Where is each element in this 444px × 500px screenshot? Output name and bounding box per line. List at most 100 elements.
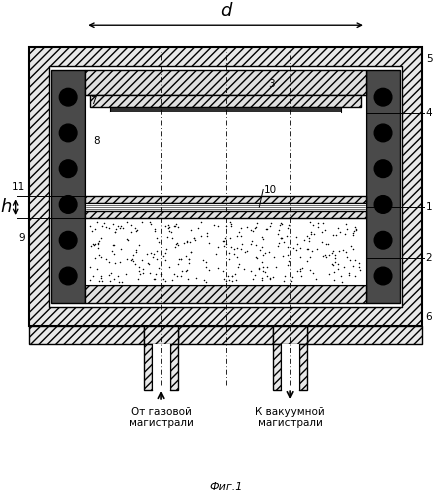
Point — [226, 234, 234, 242]
Point — [243, 247, 250, 255]
Point — [111, 241, 118, 249]
Point — [351, 223, 358, 231]
Point — [89, 272, 96, 280]
Bar — [29, 326, 144, 344]
Point — [135, 274, 142, 282]
Point — [129, 256, 136, 264]
Point — [213, 250, 220, 258]
Text: 1: 1 — [426, 202, 432, 212]
Point — [153, 270, 160, 278]
Point — [244, 224, 251, 232]
Point — [346, 270, 353, 278]
Point — [166, 228, 173, 235]
Point — [203, 229, 210, 237]
Point — [297, 272, 305, 280]
Point — [288, 274, 295, 281]
Bar — [274, 326, 307, 344]
Point — [163, 234, 170, 241]
Point — [226, 276, 233, 284]
Point — [96, 278, 103, 285]
Text: 9: 9 — [19, 232, 25, 242]
Point — [139, 266, 147, 274]
Point — [331, 254, 338, 262]
Point — [95, 238, 102, 246]
Point — [116, 278, 123, 286]
Point — [252, 224, 259, 232]
Point — [136, 266, 143, 274]
Point — [191, 236, 198, 244]
Point — [266, 275, 273, 283]
Point — [181, 239, 188, 247]
Point — [144, 258, 151, 266]
Point — [215, 243, 222, 251]
Point — [237, 232, 244, 240]
Point — [178, 256, 185, 264]
Point — [128, 228, 135, 236]
Point — [357, 266, 364, 274]
Point — [312, 275, 319, 283]
Point — [336, 246, 343, 254]
Point — [297, 244, 304, 252]
Point — [254, 254, 261, 262]
Point — [232, 270, 239, 278]
Circle shape — [374, 160, 392, 178]
Point — [139, 256, 146, 264]
Point — [253, 223, 260, 231]
Point — [342, 220, 349, 228]
Point — [323, 240, 330, 248]
Point — [91, 225, 99, 233]
Point — [340, 246, 347, 254]
Point — [356, 263, 363, 271]
Point — [334, 264, 341, 272]
Point — [349, 245, 356, 253]
Point — [193, 274, 200, 281]
Text: 10: 10 — [264, 184, 278, 194]
Text: h: h — [0, 198, 12, 216]
Point — [273, 263, 280, 271]
Point — [105, 272, 112, 280]
Circle shape — [59, 196, 77, 214]
Point — [147, 220, 155, 228]
Point — [287, 277, 294, 285]
Point — [343, 248, 350, 256]
Point — [338, 272, 345, 280]
Point — [171, 243, 178, 251]
Point — [236, 228, 243, 235]
Point — [349, 232, 356, 239]
Bar — [49, 66, 402, 307]
Point — [165, 221, 172, 229]
Point — [339, 278, 346, 286]
Point — [124, 236, 131, 244]
Circle shape — [374, 232, 392, 249]
Circle shape — [374, 88, 392, 106]
Point — [224, 272, 231, 280]
Point — [226, 218, 233, 226]
Point — [225, 249, 232, 257]
Point — [249, 227, 256, 235]
Circle shape — [59, 88, 77, 106]
Point — [133, 246, 140, 254]
Point — [147, 250, 155, 258]
Point — [135, 240, 142, 248]
Circle shape — [374, 196, 392, 214]
Point — [283, 232, 290, 239]
Point — [299, 264, 306, 272]
Point — [303, 256, 310, 264]
Point — [168, 234, 175, 242]
Point — [165, 222, 172, 230]
Point — [86, 222, 93, 230]
Point — [97, 252, 104, 260]
Point — [307, 230, 314, 237]
Point — [267, 274, 274, 282]
Point — [285, 222, 292, 230]
Point — [111, 228, 119, 236]
Bar — [152, 344, 170, 390]
Point — [303, 232, 310, 240]
Point — [106, 224, 113, 232]
Point — [234, 232, 241, 240]
Point — [131, 260, 139, 268]
Point — [103, 256, 110, 264]
Point — [175, 255, 182, 263]
Point — [116, 224, 123, 232]
Point — [352, 226, 359, 234]
